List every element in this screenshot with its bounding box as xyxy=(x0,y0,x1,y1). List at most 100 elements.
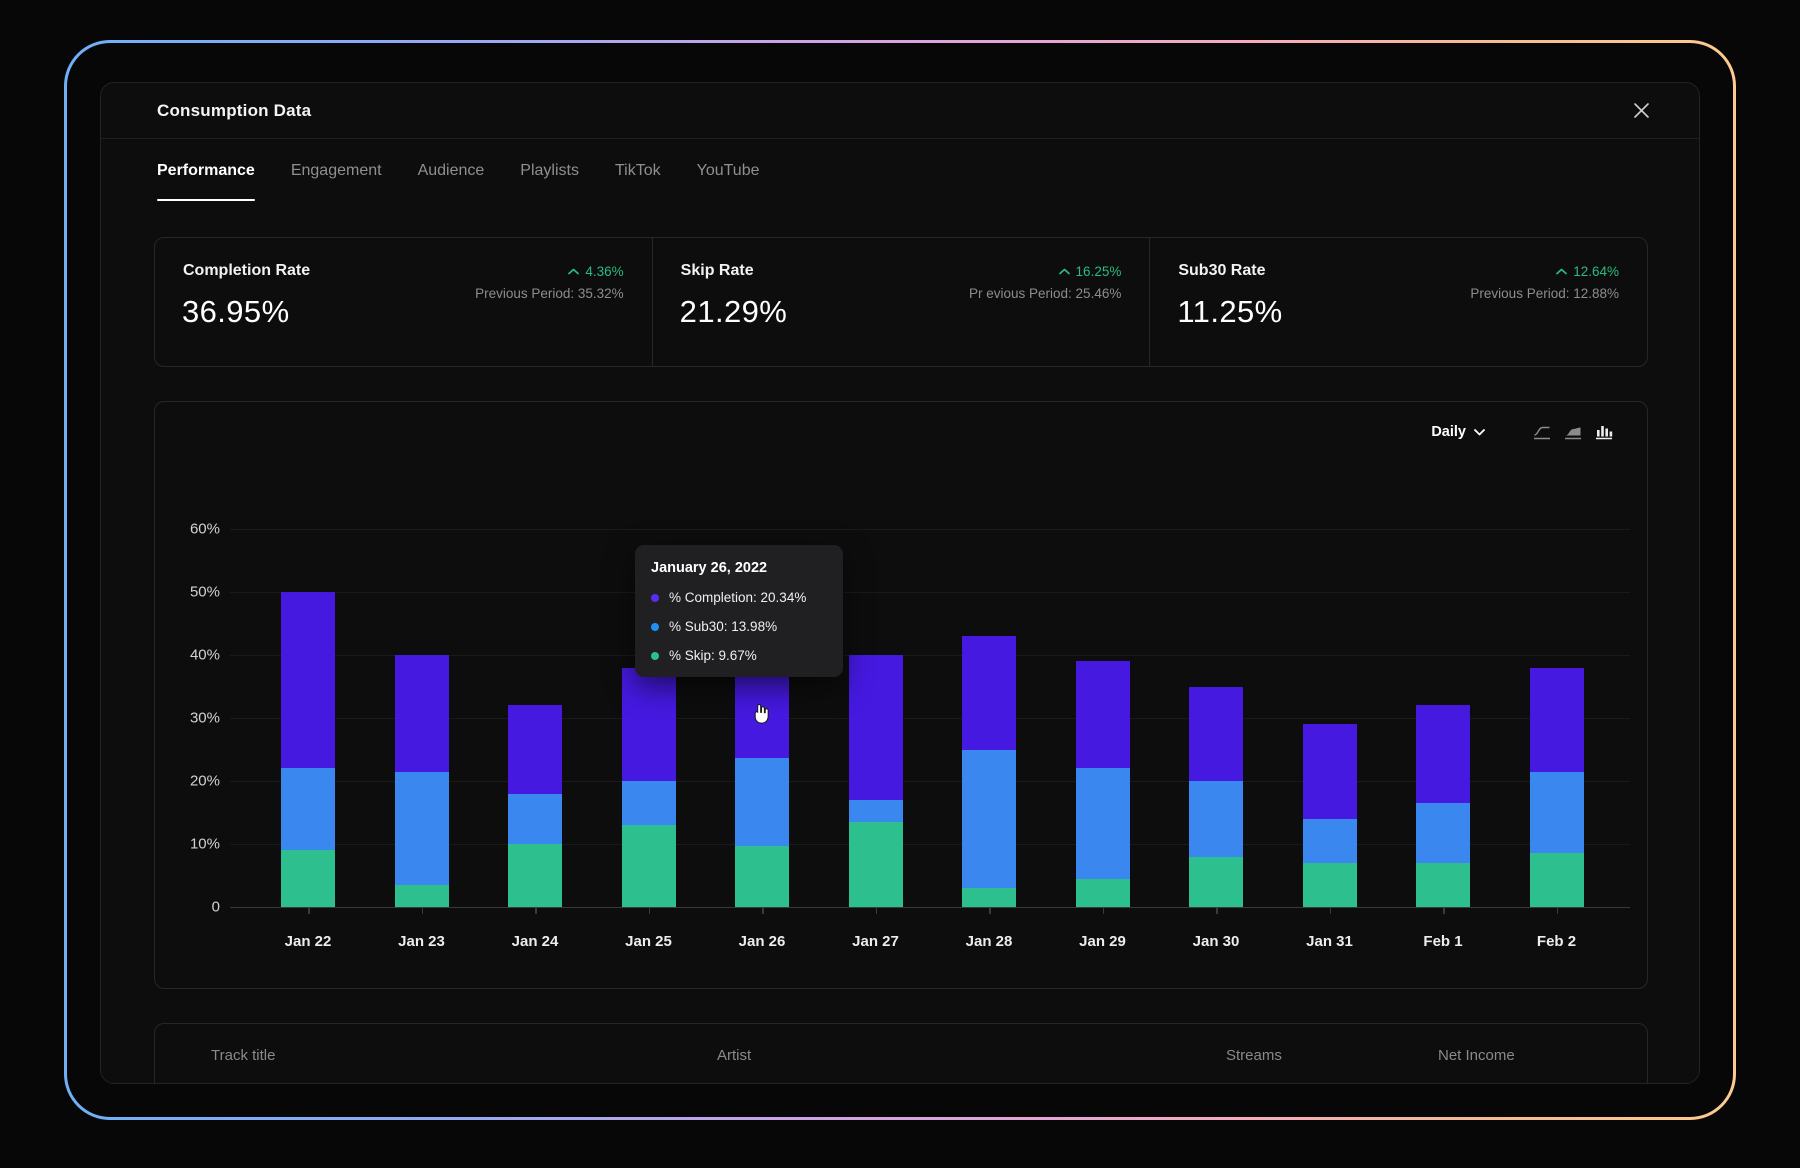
series-dot xyxy=(651,594,659,602)
close-icon xyxy=(1633,102,1650,119)
bar-feb-2[interactable] xyxy=(1530,668,1584,907)
series-dot xyxy=(651,623,659,631)
column-header-track-title: Track title xyxy=(211,1047,717,1064)
series-dot xyxy=(651,652,659,660)
bar-segment-completion xyxy=(962,636,1016,749)
stat-delta: 16.25% xyxy=(969,264,1121,279)
chart-panel: Daily xyxy=(154,401,1648,989)
stat-value: 36.95% xyxy=(182,294,290,330)
bar-chart-icon[interactable] xyxy=(1595,424,1613,440)
bar-segment-sub30 xyxy=(735,758,789,846)
bar-segment-sub30 xyxy=(622,781,676,825)
tab-performance[interactable]: Performance xyxy=(157,139,255,203)
tab-label: Performance xyxy=(157,162,255,180)
stat-previous-period: Pr evious Period: 25.46% xyxy=(969,286,1121,301)
tab-label: TikTok xyxy=(615,162,661,180)
tab-label: Audience xyxy=(418,162,485,180)
tab-audience[interactable]: Audience xyxy=(418,139,485,203)
stacked-bar-chart: 60%50%40%30%20%10%0Jan 22Jan 23Jan 24Jan… xyxy=(230,529,1630,907)
x-axis-tick xyxy=(876,908,878,914)
stat-label: Sub30 Rate xyxy=(1178,262,1265,280)
trend-up-icon xyxy=(1059,268,1070,275)
x-axis-label: Jan 27 xyxy=(831,933,921,950)
bar-jan-29[interactable] xyxy=(1076,661,1130,907)
bar-segment-completion xyxy=(395,655,449,772)
bar-jan-27[interactable] xyxy=(849,655,903,907)
bar-segment-sub30 xyxy=(1530,772,1584,854)
tooltip-title: January 26, 2022 xyxy=(651,560,827,576)
stat-previous-period: Previous Period: 35.32% xyxy=(475,286,624,301)
stat-comparison: 4.36% Previous Period: 35.32% xyxy=(475,264,624,301)
pointer-cursor xyxy=(750,702,772,731)
modal-header: Consumption Data xyxy=(101,83,1699,139)
y-axis-label: 40% xyxy=(190,647,220,664)
x-axis-label: Feb 1 xyxy=(1398,933,1488,950)
x-axis-tick xyxy=(535,908,537,914)
x-axis-tick xyxy=(1103,908,1105,914)
tooltip-item-label: % Sub30: 13.98% xyxy=(669,619,777,634)
modal-title: Consumption Data xyxy=(157,101,311,121)
table-header-row: Track titleArtistStreamsNet Income xyxy=(155,1024,1647,1084)
bar-jan-30[interactable] xyxy=(1189,687,1243,907)
y-axis-label: 0 xyxy=(212,899,220,916)
stat-label: Skip Rate xyxy=(681,262,754,280)
bar-segment-sub30 xyxy=(395,772,449,885)
x-axis-label: Jan 31 xyxy=(1285,933,1375,950)
bar-jan-28[interactable] xyxy=(962,636,1016,907)
stat-delta-value: 4.36% xyxy=(585,264,623,279)
tab-engagement[interactable]: Engagement xyxy=(291,139,382,203)
bar-feb-1[interactable] xyxy=(1416,705,1470,907)
bar-segment-sub30 xyxy=(1189,781,1243,857)
bar-segment-sub30 xyxy=(1076,768,1130,878)
range-label: Daily xyxy=(1431,424,1466,440)
bar-jan-24[interactable] xyxy=(508,705,562,907)
tab-tiktok[interactable]: TikTok xyxy=(615,139,661,203)
range-select[interactable]: Daily xyxy=(1431,424,1485,440)
tab-playlists[interactable]: Playlists xyxy=(520,139,579,203)
x-axis-tick xyxy=(989,908,991,914)
bar-segment-skip xyxy=(1189,857,1243,907)
screen-background: Consumption Data Performance Engagement Au… xyxy=(0,0,1800,1168)
consumption-data-modal: Consumption Data Performance Engagement Au… xyxy=(100,82,1700,1084)
column-header-artist: Artist xyxy=(717,1047,1226,1064)
bar-jan-25[interactable] xyxy=(622,668,676,907)
bar-jan-31[interactable] xyxy=(1303,724,1357,907)
tooltip-item-label: % Completion: 20.34% xyxy=(669,590,806,605)
chart-type-switcher xyxy=(1533,424,1613,440)
bar-segment-sub30 xyxy=(1303,819,1357,863)
stat-previous-period: Previous Period: 12.88% xyxy=(1470,286,1619,301)
bar-segment-skip xyxy=(735,846,789,907)
tab-label: Engagement xyxy=(291,162,382,180)
tooltip-item: % Sub30: 13.98% xyxy=(651,619,827,634)
x-axis-label: Jan 30 xyxy=(1171,933,1261,950)
trend-up-icon xyxy=(568,268,579,275)
x-axis-label: Jan 29 xyxy=(1058,933,1148,950)
close-button[interactable] xyxy=(1627,97,1655,125)
stat-comparison: 16.25% Pr evious Period: 25.46% xyxy=(969,264,1121,301)
bar-segment-sub30 xyxy=(962,750,1016,889)
x-axis-label: Jan 24 xyxy=(490,933,580,950)
stat-card: Skip Rate21.29%16.25%Pr evious Period: 2… xyxy=(652,238,1150,366)
gridline-60 xyxy=(230,529,1630,530)
bar-jan-23[interactable] xyxy=(395,655,449,907)
chevron-down-icon xyxy=(1474,429,1485,436)
bar-segment-completion xyxy=(1530,668,1584,772)
x-axis-tick xyxy=(1330,908,1332,914)
column-header-net-income: Net Income xyxy=(1438,1047,1647,1064)
x-axis-label: Jan 23 xyxy=(377,933,467,950)
bar-segment-skip xyxy=(622,825,676,907)
tooltip-items: % Completion: 20.34% % Sub30: 13.98% % Ski… xyxy=(651,590,827,663)
bar-segment-completion xyxy=(1416,705,1470,803)
area-chart-icon[interactable] xyxy=(1564,424,1582,440)
tab-youtube[interactable]: YouTube xyxy=(697,139,760,203)
stat-value: 11.25% xyxy=(1177,294,1282,330)
bar-segment-completion xyxy=(1303,724,1357,819)
bar-jan-22[interactable] xyxy=(281,592,335,907)
tooltip-item-label: % Skip: 9.67% xyxy=(669,648,757,663)
bar-segment-completion xyxy=(1189,687,1243,782)
bar-segment-skip xyxy=(1416,863,1470,907)
bar-segment-skip xyxy=(508,844,562,907)
line-chart-icon[interactable] xyxy=(1533,424,1551,440)
x-axis-tick xyxy=(308,908,310,914)
stat-cards: Completion Rate36.95%4.36%Previous Perio… xyxy=(154,237,1648,367)
